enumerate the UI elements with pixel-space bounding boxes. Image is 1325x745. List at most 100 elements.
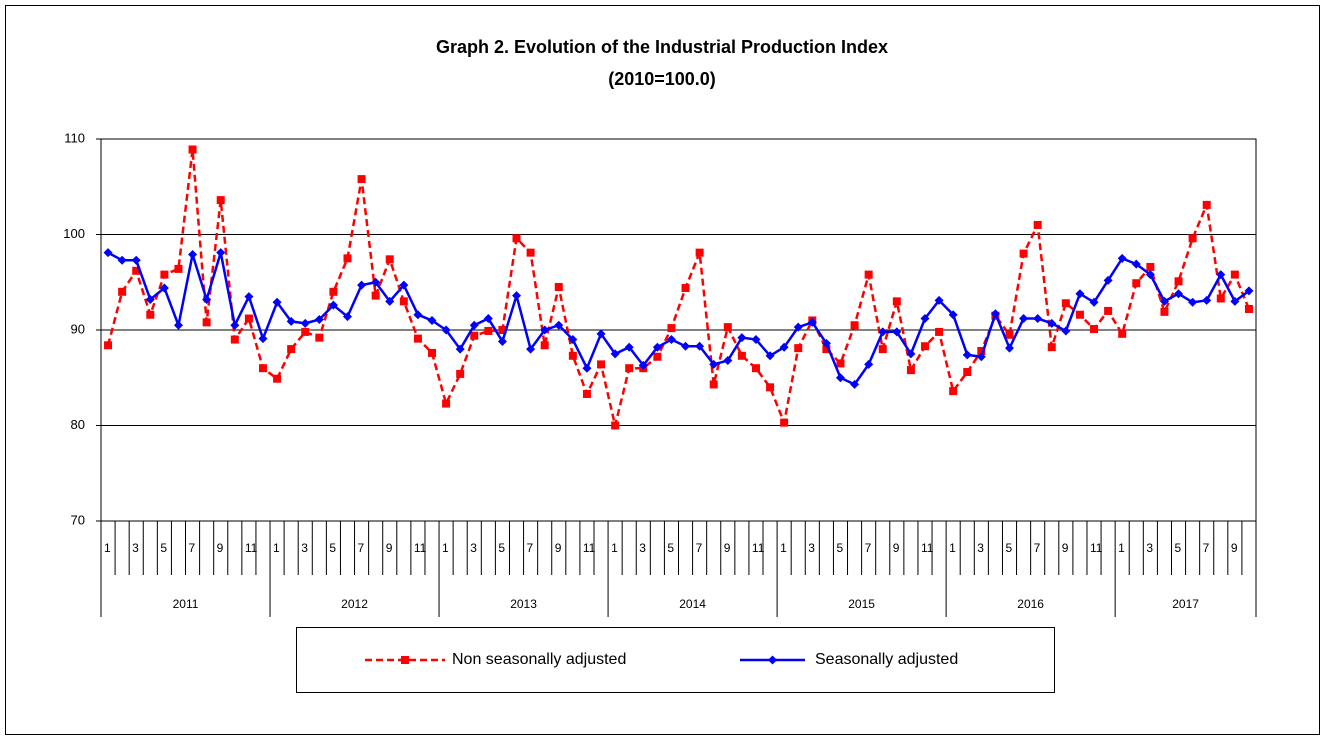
x-tick-label: 1 <box>273 541 280 555</box>
marker <box>976 352 986 362</box>
marker <box>695 341 705 351</box>
marker <box>1174 289 1184 299</box>
marker <box>1145 270 1155 280</box>
marker <box>470 331 479 340</box>
marker <box>1075 289 1085 299</box>
marker <box>709 380 718 389</box>
marker <box>413 334 422 343</box>
marker <box>1061 326 1071 336</box>
marker <box>737 351 746 360</box>
x-tick-label: 9 <box>724 541 731 555</box>
marker <box>118 287 127 296</box>
chart-subtitle: (2010=100.0) <box>608 69 716 89</box>
marker <box>1061 299 1070 308</box>
marker <box>751 364 760 373</box>
marker <box>1131 259 1141 269</box>
marker <box>174 264 183 273</box>
marker <box>610 349 620 359</box>
marker <box>1103 275 1113 285</box>
marker <box>497 336 507 346</box>
marker <box>920 342 929 351</box>
marker <box>850 379 860 389</box>
marker <box>399 280 409 290</box>
marker <box>652 342 662 352</box>
x-tick-label: 9 <box>386 541 393 555</box>
marker <box>666 335 676 345</box>
marker <box>385 255 394 264</box>
marker <box>173 320 183 330</box>
marker <box>822 345 831 354</box>
marker <box>427 315 437 325</box>
marker <box>1188 297 1198 307</box>
marker <box>582 363 592 373</box>
marker <box>1019 314 1029 324</box>
x-tick-label: 3 <box>1146 541 1153 555</box>
marker <box>934 295 944 305</box>
marker <box>892 327 902 337</box>
marker <box>766 383 775 392</box>
x-tick-label: 9 <box>1231 541 1238 555</box>
marker <box>258 334 268 344</box>
marker <box>1160 307 1169 316</box>
year-label: 2017 <box>1172 597 1199 611</box>
marker <box>568 335 578 345</box>
marker <box>695 248 704 257</box>
x-tick-label: 5 <box>498 541 505 555</box>
marker <box>597 360 606 369</box>
marker <box>230 335 239 344</box>
marker <box>104 341 113 350</box>
marker <box>442 399 451 408</box>
marker <box>315 333 324 342</box>
marker <box>977 347 986 356</box>
marker <box>835 373 845 383</box>
legend-marker <box>768 655 777 665</box>
marker <box>188 145 197 154</box>
marker <box>1230 270 1239 279</box>
year-label: 2012 <box>341 597 368 611</box>
marker <box>357 175 366 184</box>
marker <box>596 329 606 339</box>
x-tick-label: 5 <box>160 541 167 555</box>
marker <box>202 318 211 327</box>
x-tick-label: 5 <box>1174 541 1181 555</box>
marker <box>638 360 648 370</box>
marker <box>681 283 690 292</box>
marker <box>864 270 873 279</box>
marker <box>484 326 493 335</box>
marker <box>1090 325 1099 334</box>
marker <box>202 294 212 304</box>
x-tick-label: 3 <box>639 541 646 555</box>
marker <box>469 320 479 330</box>
x-tick-label: 5 <box>1005 541 1012 555</box>
year-label: 2011 <box>173 597 199 611</box>
marker <box>103 248 113 258</box>
marker <box>611 421 620 430</box>
marker <box>1019 249 1028 258</box>
marker <box>723 323 732 332</box>
marker <box>963 368 972 377</box>
x-tick-label: 9 <box>1062 541 1069 555</box>
marker <box>836 359 845 368</box>
x-tick-label: 11 <box>583 541 596 555</box>
marker <box>512 291 522 301</box>
marker <box>878 345 887 354</box>
marker <box>751 335 761 345</box>
marker <box>1005 343 1015 353</box>
marker <box>287 345 296 354</box>
marker <box>1146 262 1155 271</box>
marker <box>342 312 352 322</box>
marker <box>160 270 169 279</box>
legend-label: Non seasonally adjusted <box>452 651 626 668</box>
marker <box>1230 296 1240 306</box>
x-tick-label: 11 <box>752 541 765 555</box>
chart-title: Graph 2. Evolution of the Industrial Pro… <box>436 37 888 57</box>
x-tick-label: 3 <box>301 541 308 555</box>
marker <box>1118 329 1127 338</box>
marker <box>159 283 169 293</box>
year-label: 2016 <box>1017 597 1044 611</box>
marker <box>540 325 550 335</box>
marker <box>780 418 789 427</box>
marker <box>456 369 465 378</box>
marker <box>794 344 803 353</box>
marker <box>892 297 901 306</box>
